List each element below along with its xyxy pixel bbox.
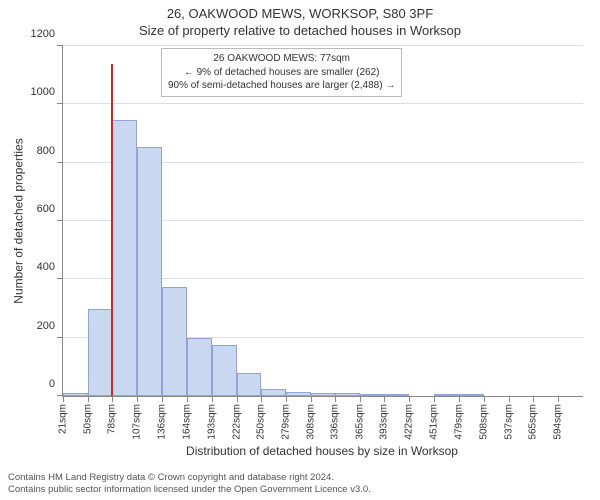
x-tick-label: 193sqm — [206, 404, 217, 440]
y-axis-title: Number of detached properties — [12, 46, 26, 396]
y-tick-label: 400 — [37, 261, 55, 273]
x-tick-label: 21sqm — [58, 404, 69, 434]
grid-line — [63, 103, 583, 104]
histogram-bar — [162, 287, 186, 396]
histogram-bar — [137, 147, 162, 396]
x-tick-label: 537sqm — [503, 404, 514, 440]
x-tick — [88, 396, 89, 402]
y-tick-label: 1000 — [31, 86, 55, 98]
x-tick — [237, 396, 238, 402]
y-tick-label: 1200 — [31, 28, 55, 40]
x-tick — [286, 396, 287, 402]
x-tick — [335, 396, 336, 402]
legend-box: 26 OAKWOOD MEWS: 77sqm ← 9% of detached … — [161, 48, 402, 97]
histogram-bar — [311, 393, 335, 396]
x-tick — [261, 396, 262, 402]
x-tick-label: 594sqm — [552, 404, 563, 440]
histogram-bar — [335, 393, 360, 396]
legend-line-3: 90% of semi-detached houses are larger (… — [168, 79, 395, 93]
x-tick — [112, 396, 113, 402]
title-line-2: Size of property relative to detached ho… — [0, 23, 600, 40]
histogram-bar — [88, 309, 112, 397]
y-tick — [57, 337, 63, 338]
x-tick — [384, 396, 385, 402]
x-tick — [558, 396, 559, 402]
x-tick — [137, 396, 138, 402]
x-tick-label: 136sqm — [157, 404, 168, 440]
property-marker-line — [111, 64, 113, 397]
footer: Contains HM Land Registry data © Crown c… — [8, 472, 592, 496]
x-tick-label: 365sqm — [355, 404, 366, 440]
x-tick-label: 565sqm — [527, 404, 538, 440]
y-tick — [57, 103, 63, 104]
y-tick — [57, 220, 63, 221]
x-tick — [212, 396, 213, 402]
histogram-bar — [261, 389, 286, 396]
histogram-bar — [212, 345, 237, 396]
x-tick-label: 107sqm — [132, 404, 143, 440]
x-tick — [484, 396, 485, 402]
x-tick-label: 279sqm — [280, 404, 291, 440]
plot-area: 02004006008001000120021sqm50sqm78sqm107s… — [62, 46, 583, 397]
x-tick-label: 50sqm — [83, 404, 94, 434]
histogram-bar — [384, 394, 409, 396]
y-tick-label: 0 — [49, 378, 55, 390]
title-area: 26, OAKWOOD MEWS, WORKSOP, S80 3PF Size … — [0, 0, 600, 40]
histogram-bar — [434, 394, 458, 396]
y-tick — [57, 278, 63, 279]
chart-container: 26, OAKWOOD MEWS, WORKSOP, S80 3PF Size … — [0, 0, 600, 500]
x-tick — [459, 396, 460, 402]
y-tick-label: 800 — [37, 145, 55, 157]
histogram-bar — [237, 373, 261, 396]
x-tick-label: 451sqm — [429, 404, 440, 440]
x-axis-title: Distribution of detached houses by size … — [62, 444, 582, 458]
x-tick-label: 422sqm — [404, 404, 415, 440]
x-tick-label: 308sqm — [305, 404, 316, 440]
x-tick-label: 250sqm — [255, 404, 266, 440]
x-tick-label: 222sqm — [231, 404, 242, 440]
x-tick — [434, 396, 435, 402]
title-line-1: 26, OAKWOOD MEWS, WORKSOP, S80 3PF — [0, 6, 600, 23]
x-tick — [311, 396, 312, 402]
x-tick-label: 336sqm — [330, 404, 341, 440]
histogram-bar — [459, 394, 484, 396]
x-tick — [409, 396, 410, 402]
x-tick — [509, 396, 510, 402]
y-tick-label: 600 — [37, 203, 55, 215]
histogram-bar — [360, 394, 384, 396]
x-tick — [360, 396, 361, 402]
histogram-bar — [286, 392, 311, 396]
x-tick — [63, 396, 64, 402]
histogram-bar — [112, 120, 137, 396]
footer-line-2: Contains public sector information licen… — [8, 484, 592, 496]
footer-line-1: Contains HM Land Registry data © Crown c… — [8, 472, 592, 484]
y-tick-label: 200 — [37, 320, 55, 332]
x-tick-label: 164sqm — [181, 404, 192, 440]
histogram-bar — [187, 338, 212, 396]
legend-line-1: 26 OAKWOOD MEWS: 77sqm — [168, 52, 395, 66]
x-tick-label: 393sqm — [379, 404, 390, 440]
x-tick-label: 479sqm — [453, 404, 464, 440]
x-tick-label: 78sqm — [107, 404, 118, 434]
y-tick — [57, 162, 63, 163]
x-tick-label: 508sqm — [478, 404, 489, 440]
grid-line — [63, 45, 583, 46]
x-tick — [187, 396, 188, 402]
histogram-bar — [63, 393, 88, 396]
legend-line-2: ← 9% of detached houses are smaller (262… — [168, 66, 395, 80]
y-tick — [57, 45, 63, 46]
x-tick — [162, 396, 163, 402]
x-tick — [533, 396, 534, 402]
